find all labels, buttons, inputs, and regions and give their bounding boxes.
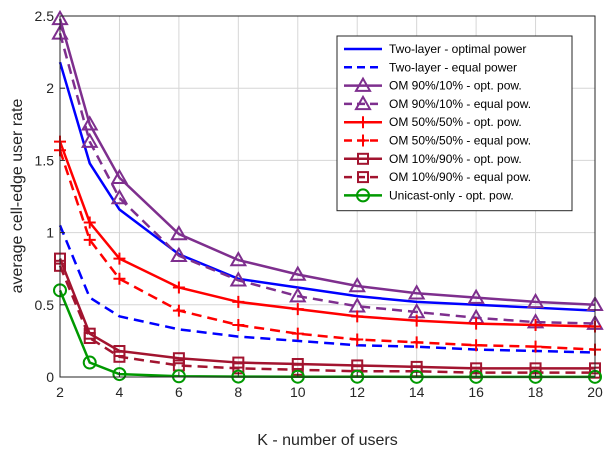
legend-label: Two-layer - equal power <box>389 60 517 74</box>
x-axis-title: K - number of users <box>257 432 398 449</box>
data-point-marker <box>83 332 96 345</box>
data-point-marker <box>110 188 129 205</box>
x-tick-label: 12 <box>349 384 365 400</box>
legend: Two-layer - optimal power Two-layer - equ… <box>336 35 573 212</box>
data-point-marker <box>170 225 188 241</box>
x-tick-label: 8 <box>234 384 242 400</box>
data-point-marker <box>80 115 99 131</box>
legend-marker <box>357 171 369 184</box>
x-tick-label: 6 <box>175 384 183 400</box>
y-tick-label: 2 <box>46 80 54 96</box>
series-2 <box>58 224 596 354</box>
data-point-marker <box>229 251 248 267</box>
legend-marker <box>354 76 372 92</box>
data-point-marker <box>348 277 366 293</box>
data-point-marker <box>83 233 96 246</box>
series-3 <box>51 9 604 312</box>
x-tick-label: 14 <box>409 384 425 400</box>
legend-marker <box>357 152 369 165</box>
legend-entry: OM 90%/10% - opt. pow. <box>344 76 522 93</box>
legend-marker <box>357 116 369 129</box>
y-tick-label: 0 <box>46 369 54 385</box>
axis-ticks: 2 4 6 8 10 12 14 16 18 20 0 0.5 1 1.5 2 2.5 <box>35 8 603 400</box>
legend-label: Unicast-only - opt. pow. <box>389 188 514 202</box>
x-tick-label: 2 <box>56 384 64 400</box>
y-tick-label: 1.5 <box>35 152 55 168</box>
data-point-marker <box>410 336 423 349</box>
data-point-marker <box>291 327 304 340</box>
data-point-marker <box>470 317 483 330</box>
series-layer <box>51 9 604 384</box>
legend-label: Two-layer - optimal power <box>389 42 526 56</box>
data-point-marker <box>172 352 185 365</box>
data-point-marker <box>80 132 99 148</box>
x-tick-label: 20 <box>587 384 603 400</box>
data-point-marker <box>112 367 127 382</box>
data-point-marker <box>113 272 126 285</box>
legend-entry: OM 50%/50% - equal pow. <box>344 134 531 148</box>
y-tick-label: 1 <box>46 225 54 241</box>
legend-entry: OM 10%/90% - equal pow. <box>344 170 531 184</box>
data-point-marker <box>289 265 307 281</box>
legend-entry: Two-layer - optimal power <box>344 42 526 56</box>
series-line <box>58 149 596 351</box>
legend-marker <box>356 188 370 203</box>
data-point-marker <box>229 271 248 287</box>
data-point-marker <box>113 350 126 363</box>
data-point-marker <box>410 314 423 327</box>
y-axis-title: average cell-edge user rate <box>9 99 26 294</box>
y-tick-label: 0.5 <box>35 297 55 313</box>
data-point-marker <box>529 340 542 353</box>
data-point-marker <box>170 246 188 262</box>
series-line <box>58 18 596 307</box>
data-point-marker <box>113 252 126 265</box>
plot-frame <box>59 15 596 378</box>
data-point-marker <box>82 355 97 370</box>
data-point-marker <box>351 310 364 323</box>
legend-label: OM 90%/10% - equal pow. <box>389 97 531 111</box>
y-tick-label: 2.5 <box>35 8 55 24</box>
legend-entry: OM 90%/10% - equal pow. <box>344 94 531 111</box>
data-point-marker <box>529 319 542 332</box>
data-point-marker <box>110 168 129 184</box>
data-point-marker <box>232 295 245 308</box>
legend-entry: OM 50%/50% - opt. pow. <box>344 115 522 129</box>
series-line <box>58 224 596 354</box>
data-point-marker <box>351 333 364 346</box>
data-point-marker <box>467 288 485 304</box>
legend-label: OM 90%/10% - opt. pow. <box>389 79 522 93</box>
legend-label: OM 50%/50% - equal pow. <box>389 134 531 148</box>
x-tick-label: 16 <box>468 384 484 400</box>
data-point-marker <box>171 369 186 384</box>
data-point-marker <box>470 339 483 352</box>
legend-label: OM 10%/90% - equal pow. <box>389 170 531 184</box>
data-point-marker <box>83 216 96 229</box>
legend-marker <box>357 134 369 147</box>
data-point-marker <box>172 281 185 294</box>
data-point-marker <box>289 287 307 303</box>
legend-entry: Two-layer - equal power <box>344 60 517 74</box>
legend-entry: Unicast-only - opt. pow. <box>344 188 514 203</box>
series-line <box>58 32 596 325</box>
x-tick-label: 4 <box>116 384 124 400</box>
legend-entry: OM 10%/90% - opt. pow. <box>344 152 522 166</box>
x-tick-label: 18 <box>528 384 544 400</box>
data-point-marker <box>291 303 304 316</box>
legend-label: OM 50%/50% - opt. pow. <box>389 115 522 129</box>
data-point-marker <box>526 292 545 309</box>
legend-label: OM 10%/90% - opt. pow. <box>389 152 522 166</box>
data-point-marker <box>232 319 245 332</box>
x-tick-label: 10 <box>290 384 306 400</box>
data-point-marker <box>407 284 426 300</box>
legend-marker <box>354 94 372 111</box>
data-point-marker <box>172 304 185 317</box>
